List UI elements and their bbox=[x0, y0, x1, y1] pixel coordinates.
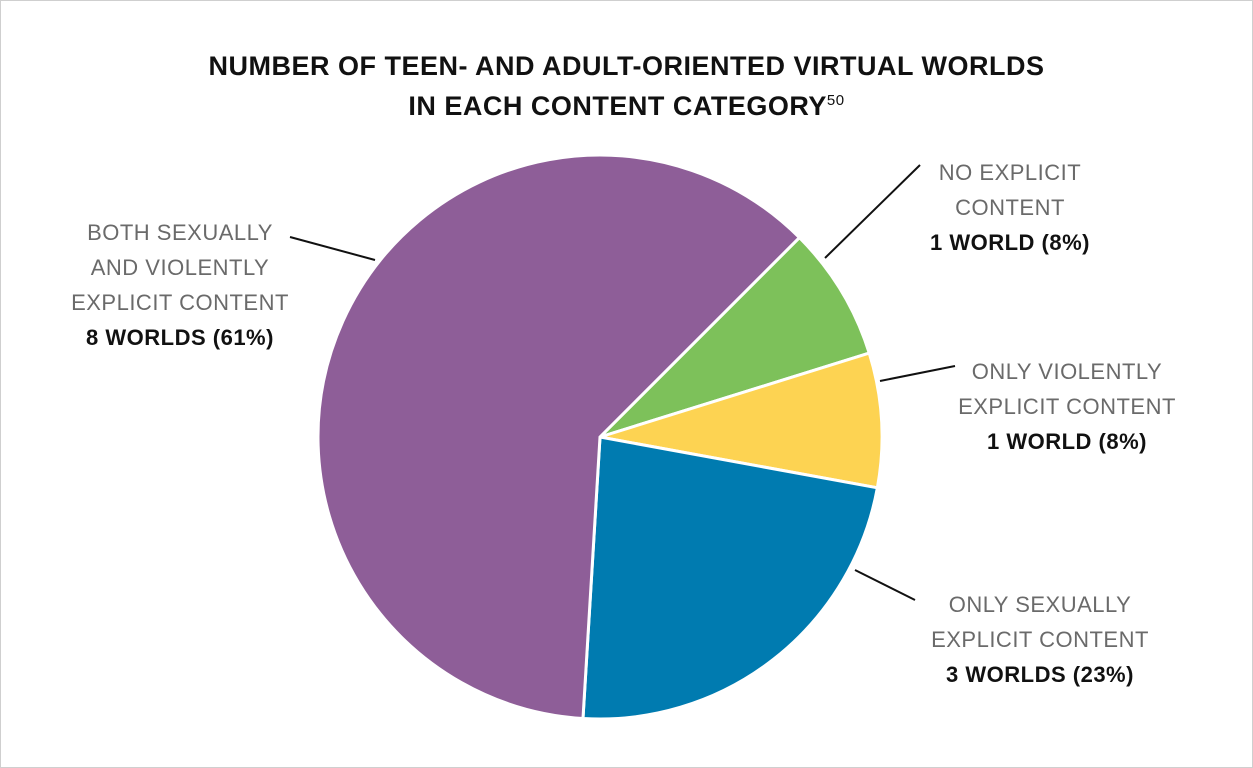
slice-label: ONLY SEXUALLY EXPLICIT CONTENT 3 WORLDS (… bbox=[880, 587, 1200, 692]
pie-slice bbox=[316, 153, 802, 721]
category-label: NO EXPLICIT CONTENT bbox=[938, 160, 1082, 220]
leader-line bbox=[879, 365, 956, 382]
slice-label: ONLY VIOLENTLY EXPLICIT CONTENT 1 WORLD (… bbox=[907, 354, 1227, 459]
leader-line bbox=[824, 164, 921, 259]
leader-line bbox=[289, 236, 376, 261]
category-label: ONLY SEXUALLY EXPLICIT CONTENT bbox=[931, 592, 1149, 652]
value-label: 1 WORLD (8%) bbox=[987, 429, 1147, 454]
slice-label: BOTH SEXUALLY AND VIOLENTLY EXPLICIT CON… bbox=[20, 215, 340, 355]
category-label: ONLY VIOLENTLY EXPLICIT CONTENT bbox=[958, 359, 1176, 419]
leader-lines bbox=[289, 164, 956, 601]
pie-slice bbox=[599, 351, 884, 490]
value-label: 3 WORLDS (23%) bbox=[946, 662, 1134, 687]
slice-label: NO EXPLICIT CONTENT 1 WORLD (8%) bbox=[850, 155, 1170, 260]
value-label: 8 WORLDS (61%) bbox=[86, 325, 274, 350]
chart-title: NUMBER OF TEEN- AND ADULT-ORIENTED VIRTU… bbox=[0, 46, 1253, 126]
pie-slice bbox=[581, 435, 880, 721]
leader-line bbox=[854, 569, 916, 601]
value-label: 1 WORLD (8%) bbox=[930, 230, 1090, 255]
pie-slice bbox=[598, 235, 872, 439]
title-text: NUMBER OF TEEN- AND ADULT-ORIENTED VIRTU… bbox=[208, 51, 1045, 121]
title-superscript: 50 bbox=[826, 92, 845, 109]
category-label: BOTH SEXUALLY AND VIOLENTLY EXPLICIT CON… bbox=[71, 220, 289, 315]
